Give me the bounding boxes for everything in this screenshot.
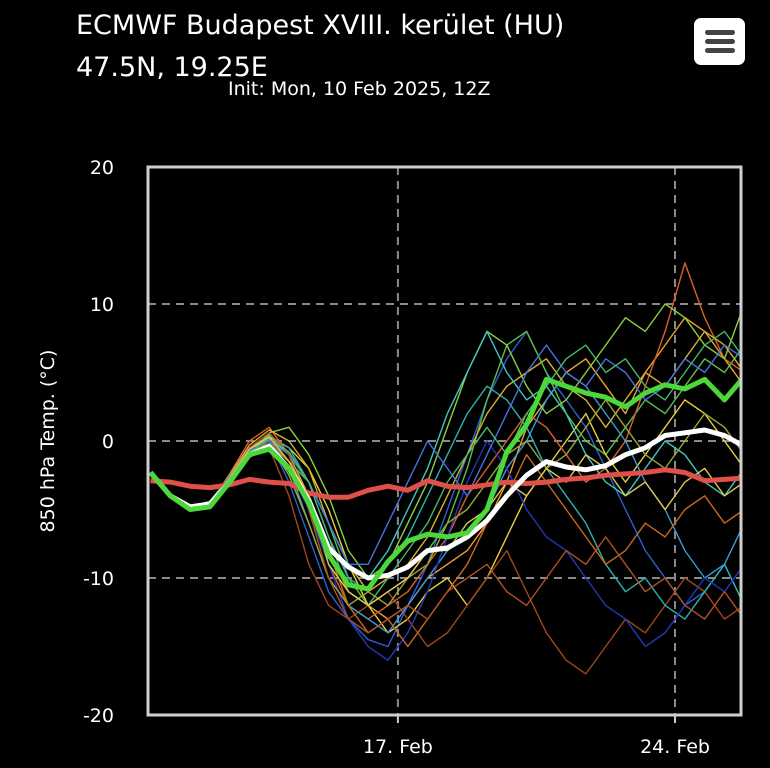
plot-frame	[146, 165, 743, 717]
ensemble-member-line-15	[149, 344, 741, 565]
hamburger-menu-icon	[705, 48, 735, 53]
control-run-line	[148, 376, 741, 592]
y-tick-label: -10	[83, 568, 114, 590]
series-group	[148, 262, 741, 675]
ensemble-member-line-11	[149, 330, 741, 593]
ensemble-mean-line	[148, 427, 741, 581]
grid	[148, 167, 741, 715]
y-axis-label: 850 hPa Temp. (°C)	[37, 350, 59, 533]
x-tick-label: 24. Feb	[640, 736, 710, 758]
y-tick-label: 10	[90, 294, 114, 316]
hamburger-menu-button[interactable]	[694, 18, 745, 65]
location-coordinates: 47.5N, 19.25E	[76, 52, 268, 83]
y-tick-label: 20	[90, 157, 114, 179]
chart-title: ECMWF Budapest XVIII. kerület (HU)	[76, 10, 565, 41]
ensemble-member-line-18	[149, 436, 741, 607]
hamburger-menu-icon	[705, 39, 735, 44]
ensemble-member-line-14	[149, 399, 741, 607]
y-tick-label: -20	[83, 705, 114, 727]
x-axis: 17. Feb 24. Feb	[363, 715, 710, 758]
ensemble-member-line-8	[149, 371, 741, 634]
y-tick-label: 0	[102, 431, 114, 453]
ensemble-member-line-16	[149, 432, 741, 634]
hamburger-menu-icon	[705, 30, 735, 35]
x-tick-label: 17. Feb	[363, 736, 433, 758]
climate-line	[150, 467, 741, 500]
init-time: Init: Mon, 10 Feb 2025, 12Z	[228, 78, 491, 100]
ensemble-member-line-4	[149, 399, 741, 634]
y-axis: 20 10 0 -10 -20	[83, 157, 114, 727]
